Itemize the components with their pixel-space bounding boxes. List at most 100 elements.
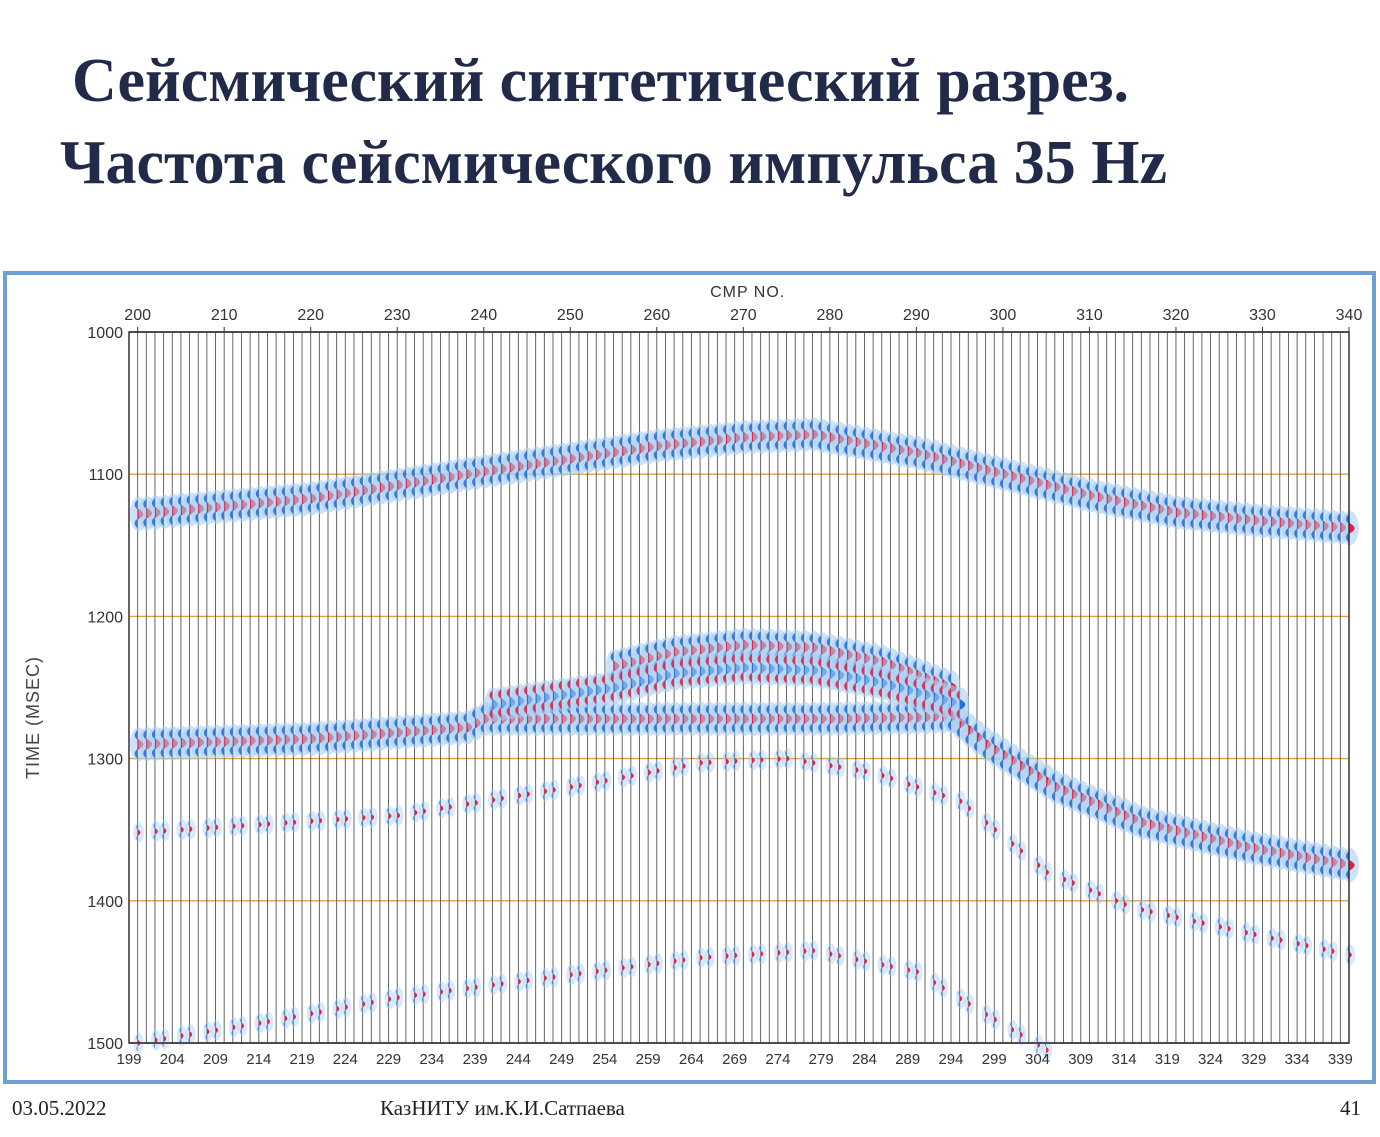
- event-sidelobe-bottom-cmp-256: [620, 970, 623, 977]
- event-sidelobe-top-cmp-328: [1242, 832, 1246, 843]
- event-sidelobe-bottom-cmp-261: [662, 449, 666, 460]
- event-sidelobe-top-cmp-229: [387, 990, 389, 997]
- event-lobe-cmp-211: [232, 823, 236, 830]
- event-sidelobe-bottom-cmp-276: [792, 674, 796, 685]
- event-sidelobe-top-cmp-253: [593, 704, 597, 715]
- event-sidelobe-bottom-cmp-260: [653, 450, 657, 461]
- event-sidelobe-top-cmp-295: [956, 690, 960, 701]
- bottom-tick-label-279: 279: [809, 1051, 834, 1068]
- event-sidelobe-top-cmp-278: [811, 754, 813, 761]
- event-sidelobe-bottom-cmp-200: [136, 835, 138, 842]
- event-sidelobe-bottom-cmp-337: [1320, 530, 1324, 541]
- event-sidelobe-bottom-cmp-298: [982, 474, 986, 485]
- event-sidelobe-bottom-cmp-219: [299, 743, 303, 754]
- event-sidelobe-bottom-cmp-233: [420, 485, 424, 496]
- event-sidelobe-bottom-cmp-267: [714, 723, 718, 734]
- event-sidelobe-bottom-cmp-328: [1242, 851, 1246, 862]
- event-lobe-cmp-245: [527, 977, 530, 984]
- event-sidelobe-bottom-cmp-319: [1164, 515, 1168, 526]
- event-lobe-cmp-256: [622, 964, 625, 972]
- event-sidelobe-top-cmp-263: [681, 757, 683, 764]
- event-sidelobe-bottom-cmp-240: [480, 723, 484, 734]
- event-sidelobe-bottom-cmp-272: [757, 723, 761, 734]
- event-lobe-cmp-236: [449, 987, 452, 994]
- event-sidelobe-bottom-cmp-295: [956, 709, 960, 719]
- event-lobe-cmp-266: [708, 759, 712, 766]
- event-lobe-cmp-328: [1245, 929, 1248, 936]
- event-sidelobe-top-cmp-256: [620, 768, 623, 775]
- event-sidelobe-bottom-cmp-226: [359, 494, 363, 505]
- event-sidelobe-bottom-cmp-229: [387, 818, 389, 825]
- event-sidelobe-bottom-cmp-305: [1043, 786, 1047, 797]
- event-sidelobe-bottom-cmp-267: [714, 674, 718, 685]
- event-lobe-cmp-223: [336, 1005, 340, 1013]
- event-sidelobe-top-cmp-275: [785, 943, 787, 950]
- event-sidelobe-top-cmp-230: [394, 470, 398, 481]
- event-sidelobe-top-cmp-273: [766, 421, 770, 432]
- event-sidelobe-bottom-cmp-255: [610, 456, 614, 467]
- event-sidelobe-bottom-cmp-228: [376, 738, 380, 749]
- event-sidelobe-top-cmp-287: [887, 650, 891, 661]
- event-sidelobe-top-cmp-288: [896, 653, 900, 664]
- event-lobe-cmp-230: [397, 812, 401, 819]
- event-lobe-cmp-223: [336, 816, 340, 823]
- event-sidelobe-bottom-cmp-287: [887, 690, 891, 701]
- event-sidelobe-bottom-cmp-336: [1311, 863, 1315, 874]
- event-sidelobe-top-cmp-319: [1165, 906, 1168, 913]
- event-sidelobe-bottom-cmp-256: [619, 723, 623, 734]
- event-sidelobe-top-cmp-225: [350, 721, 354, 732]
- event-sidelobe-bottom-cmp-242: [498, 473, 502, 484]
- event-sidelobe-top-cmp-224: [343, 998, 346, 1005]
- event-sidelobe-top-cmp-284: [861, 429, 865, 440]
- event-sidelobe-top-cmp-313: [1112, 486, 1116, 497]
- event-sidelobe-top-cmp-217: [283, 1009, 285, 1016]
- event-sidelobe-top-cmp-270: [740, 653, 744, 664]
- event-sidelobe-top-cmp-327: [1233, 504, 1237, 515]
- event-sidelobe-top-cmp-226: [361, 809, 363, 816]
- event-sidelobe-bottom-cmp-220: [307, 743, 311, 754]
- event-sidelobe-bottom-cmp-212: [240, 1028, 242, 1035]
- event-sidelobe-bottom-cmp-232: [413, 815, 415, 822]
- event-sidelobe-top-cmp-272: [759, 945, 761, 952]
- event-sidelobe-top-cmp-228: [376, 719, 380, 730]
- event-lobe-cmp-287: [890, 963, 893, 970]
- event-sidelobe-top-cmp-243: [506, 453, 510, 464]
- bottom-tick-label-269: 269: [722, 1051, 747, 1068]
- event-lobe-cmp-340: [1349, 522, 1355, 534]
- event-sidelobe-bottom-cmp-299: [991, 476, 995, 487]
- event-sidelobe-top-cmp-280: [826, 659, 830, 670]
- event-sidelobe-bottom-cmp-206: [186, 747, 190, 758]
- event-sidelobe-top-cmp-265: [697, 634, 701, 645]
- event-sidelobe-top-cmp-265: [698, 949, 701, 955]
- event-sidelobe-bottom-cmp-287: [889, 969, 891, 976]
- event-sidelobe-bottom-cmp-282: [844, 722, 848, 733]
- event-sidelobe-bottom-cmp-291: [922, 721, 926, 732]
- event-sidelobe-bottom-cmp-254: [603, 783, 605, 790]
- event-sidelobe-top-cmp-295: [956, 449, 960, 460]
- event-sidelobe-top-cmp-259: [646, 763, 649, 770]
- event-sidelobe-top-cmp-256: [619, 649, 623, 660]
- event-lobe-cmp-239: [475, 984, 478, 991]
- event-sidelobe-top-cmp-276: [792, 655, 796, 666]
- event-sidelobe-bottom-cmp-265: [698, 765, 701, 772]
- event-sidelobe-bottom-cmp-292: [930, 701, 934, 712]
- event-sidelobe-top-cmp-333: [1285, 840, 1289, 850]
- event-sidelobe-top-cmp-287: [887, 703, 891, 714]
- event-lobe-cmp-265: [700, 759, 703, 767]
- event-sidelobe-top-cmp-278: [809, 419, 813, 430]
- event-lobe-cmp-250: [570, 783, 574, 791]
- event-sidelobe-bottom-cmp-285: [870, 449, 874, 460]
- event-sidelobe-bottom-cmp-209: [214, 830, 216, 837]
- event-sidelobe-bottom-cmp-247: [541, 466, 545, 477]
- event-sidelobe-bottom-cmp-242: [499, 986, 502, 993]
- event-sidelobe-top-cmp-327: [1233, 830, 1237, 841]
- event-sidelobe-bottom-cmp-264: [688, 723, 692, 734]
- event-sidelobe-bottom-cmp-248: [549, 723, 553, 734]
- event-sidelobe-top-cmp-308: [1069, 476, 1073, 487]
- event-sidelobe-bottom-cmp-268: [724, 958, 727, 965]
- event-sidelobe-top-cmp-265: [697, 427, 701, 437]
- event-sidelobe-bottom-cmp-282: [844, 681, 848, 692]
- event-sidelobe-bottom-cmp-305: [1044, 1052, 1047, 1059]
- event-lobe-cmp-272: [760, 756, 764, 764]
- event-lobe-cmp-232: [414, 991, 418, 999]
